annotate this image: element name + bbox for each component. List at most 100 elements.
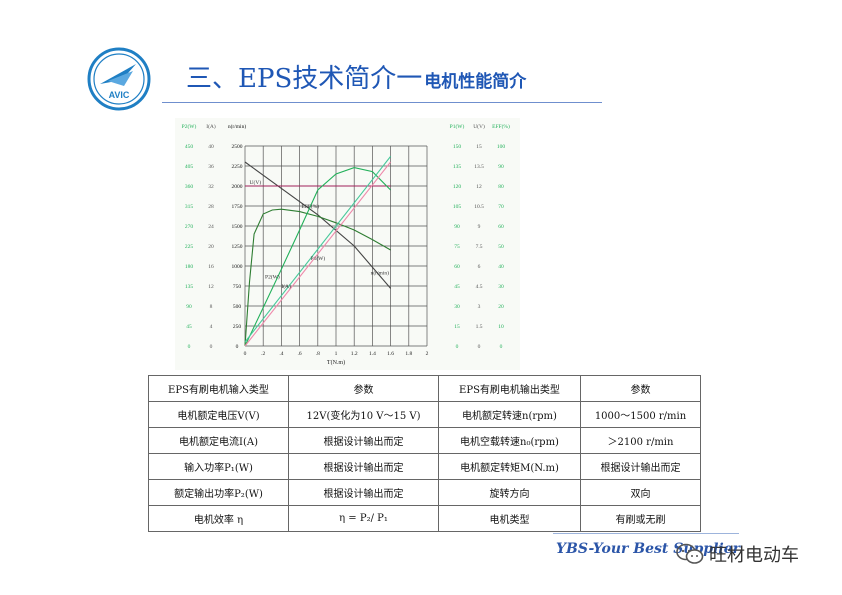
left-axis-tick-label: 12 bbox=[208, 284, 214, 290]
right-axis-tick-label: 1.5 bbox=[476, 324, 483, 330]
left-axis-label: I(A) bbox=[206, 123, 216, 130]
table-cell: ＞2100 r/min bbox=[580, 427, 701, 454]
left-axis-tick-label: 0 bbox=[236, 344, 239, 350]
right-axis-tick-label: 60 bbox=[454, 264, 460, 270]
left-axis-tick-label: 750 bbox=[233, 284, 242, 290]
right-axis-tick-label: 90 bbox=[498, 164, 504, 170]
left-axis-tick-label: 1500 bbox=[232, 224, 243, 230]
right-axis-tick-label: 50 bbox=[498, 244, 504, 250]
table-cell: 根据设计输出而定 bbox=[288, 427, 439, 454]
x-axis-label: T(N.m) bbox=[327, 359, 345, 366]
watermark-text: 旺材电动车 bbox=[709, 545, 799, 566]
right-axis-tick-label: 70 bbox=[498, 204, 504, 210]
series-line-2 bbox=[244, 208, 391, 347]
left-axis-tick-label: 36 bbox=[208, 164, 214, 170]
table-cell: 电机额定电压V(V) bbox=[148, 401, 289, 428]
x-axis-tick-label: .8 bbox=[316, 351, 320, 357]
table-cell: 额定输出功率P₂(W) bbox=[148, 479, 289, 506]
series-line-0 bbox=[244, 161, 392, 289]
table-cell: 电机类型 bbox=[438, 505, 581, 532]
left-axis-tick-label: 2000 bbox=[232, 184, 243, 190]
right-axis-tick-label: 75 bbox=[454, 244, 460, 250]
table-row: 额定输出功率P₂(W) 根据设计输出而定 旋转方向 双向 bbox=[148, 479, 701, 506]
left-axis-tick-label: 315 bbox=[185, 204, 194, 210]
right-axis-tick-label: 0 bbox=[478, 344, 481, 350]
table-cell: 电机额定转速n(rpm) bbox=[438, 401, 581, 428]
series-annotation: P2(W) bbox=[265, 273, 280, 280]
left-axis-tick-label: 250 bbox=[233, 324, 242, 330]
chart-background bbox=[175, 118, 520, 370]
table-cell: 1000～1500 r/min bbox=[580, 401, 701, 428]
right-axis-tick-label: 100 bbox=[497, 144, 506, 150]
right-axis-tick-label: 135 bbox=[453, 164, 462, 170]
right-axis-label: EFF(%) bbox=[492, 123, 510, 130]
left-axis-label: P2(W) bbox=[182, 123, 197, 130]
left-axis-tick-label: 8 bbox=[210, 304, 213, 310]
right-axis-tick-label: 20 bbox=[498, 304, 504, 310]
right-axis-tick-label: 60 bbox=[498, 224, 504, 230]
right-axis-tick-label: 105 bbox=[453, 204, 462, 210]
left-axis-tick-label: 135 bbox=[185, 284, 194, 290]
left-axis-tick-label: 32 bbox=[208, 184, 214, 190]
left-axis-tick-label: 500 bbox=[233, 304, 242, 310]
table-cell: 根据设计输出而定 bbox=[288, 479, 439, 506]
table-row: 电机额定电流I(A) 根据设计输出而定 电机空载转速n₀(rpm) ＞2100 r/m… bbox=[148, 427, 701, 454]
right-axis-tick-label: 90 bbox=[454, 224, 460, 230]
left-axis-tick-label: 28 bbox=[208, 204, 214, 210]
wechat-icon bbox=[676, 543, 704, 564]
table-cell: 电机额定电流I(A) bbox=[148, 427, 289, 454]
table-cell: 有刷或无刷 bbox=[580, 505, 701, 532]
series-annotation: U(V) bbox=[250, 179, 262, 186]
title-divider bbox=[162, 102, 602, 103]
left-axis-tick-label: 1000 bbox=[232, 264, 243, 270]
right-axis-tick-label: 10.5 bbox=[474, 204, 484, 210]
right-axis-tick-label: 10 bbox=[498, 324, 504, 330]
left-axis-tick-label: 45 bbox=[186, 324, 192, 330]
table-cell: EPS有刷电机输入类型 bbox=[148, 375, 289, 402]
series-line-5 bbox=[244, 161, 392, 347]
series-annotation: I(A) bbox=[281, 283, 291, 290]
left-axis-tick-label: 360 bbox=[185, 184, 194, 190]
title-sub: 电机性能简介 bbox=[424, 72, 527, 92]
left-axis-label: n(r/min) bbox=[228, 123, 246, 130]
left-axis-tick-label: 16 bbox=[208, 264, 214, 270]
left-axis-tick-label: 405 bbox=[185, 164, 194, 170]
table-cell: 电机效率 η bbox=[148, 505, 289, 532]
right-axis-tick-label: 12 bbox=[476, 184, 482, 190]
table-cell: 12V(变化为10 V～15 V) bbox=[288, 401, 439, 428]
table-row: 电机额定电压V(V) 12V(变化为10 V～15 V) 电机额定转速n(rpm) 1… bbox=[148, 401, 701, 428]
left-axis-tick-label: 2250 bbox=[232, 164, 243, 170]
x-axis-tick-label: 1 bbox=[335, 351, 338, 357]
table-header-row: EPS有刷电机输入类型 参数 EPS有刷电机输出类型 参数 bbox=[148, 375, 701, 402]
x-axis-tick-label: 1.4 bbox=[369, 351, 376, 357]
table-cell: 根据设计输出而定 bbox=[288, 453, 439, 480]
avic-logo: AVIC bbox=[87, 47, 151, 111]
logo-text: AVIC bbox=[109, 90, 130, 100]
x-axis-tick-label: 1.6 bbox=[387, 351, 394, 357]
right-axis-tick-label: 45 bbox=[454, 284, 460, 290]
right-axis-tick-label: 7.5 bbox=[476, 244, 483, 250]
right-axis-tick-label: 0 bbox=[500, 344, 503, 350]
x-axis-tick-label: 0 bbox=[244, 351, 247, 357]
table-cell: EPS有刷电机输出类型 bbox=[438, 375, 581, 402]
table-cell: 旋转方向 bbox=[438, 479, 581, 506]
right-axis-tick-label: 30 bbox=[454, 304, 460, 310]
table-cell: 根据设计输出而定 bbox=[580, 453, 701, 480]
title-main: 三、EPS技术简介一 bbox=[186, 64, 423, 94]
right-axis-tick-label: 3 bbox=[478, 304, 481, 310]
left-axis-tick-label: 1750 bbox=[232, 204, 243, 210]
right-axis-tick-label: 13.5 bbox=[474, 164, 484, 170]
right-axis-tick-label: 9 bbox=[478, 224, 481, 230]
left-axis-tick-label: 450 bbox=[185, 144, 194, 150]
series-line-4 bbox=[244, 156, 392, 343]
right-axis-tick-label: 150 bbox=[453, 144, 462, 150]
left-axis-tick-label: 180 bbox=[185, 264, 194, 270]
table-cell: 电机额定转矩M(N.m) bbox=[438, 453, 581, 480]
right-axis-tick-label: 15 bbox=[454, 324, 460, 330]
left-axis-tick-label: 270 bbox=[185, 224, 194, 230]
table-cell: 双向 bbox=[580, 479, 701, 506]
left-axis-tick-label: 40 bbox=[208, 144, 214, 150]
left-axis-tick-label: 225 bbox=[185, 244, 194, 250]
x-axis-tick-label: 1.2 bbox=[351, 351, 358, 357]
